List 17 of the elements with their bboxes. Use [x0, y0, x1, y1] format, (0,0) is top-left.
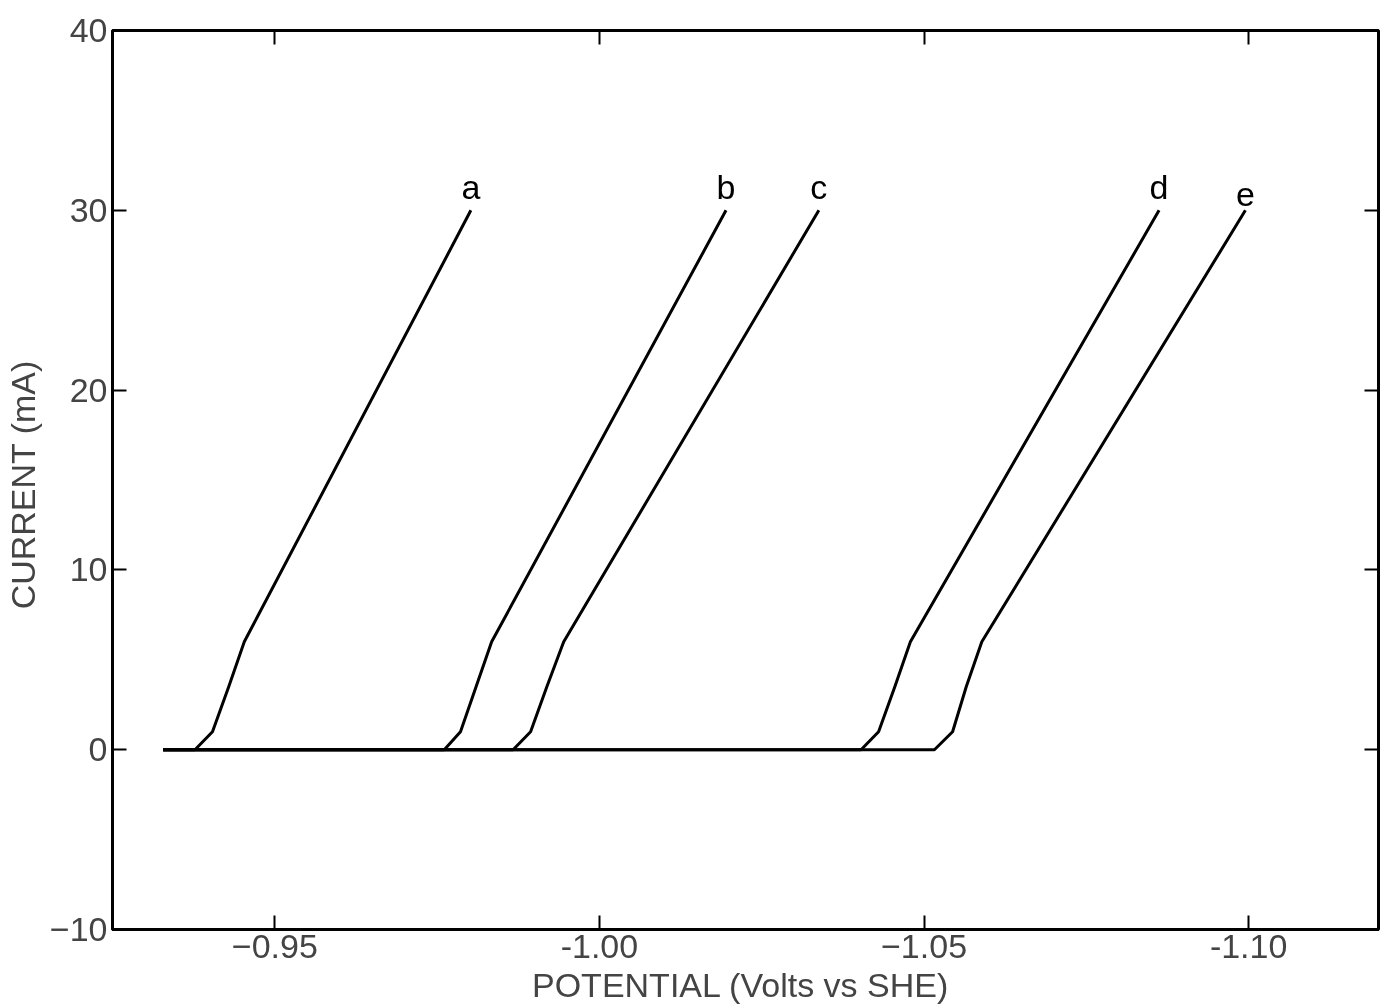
- series-label: c: [810, 168, 828, 207]
- x-axis-title: POTENTIAL (Volts vs SHE): [532, 965, 949, 1004]
- x-tick-label: -1.10: [1209, 926, 1288, 965]
- series-label: b: [716, 168, 736, 207]
- y-tick-label: −10: [49, 910, 108, 948]
- y-tick-label: 10: [69, 550, 108, 589]
- y-tick-label: 40: [69, 11, 108, 49]
- y-tick-label: 0: [88, 730, 108, 769]
- series-label: d: [1149, 168, 1169, 207]
- y-axis-title: CURRENT (mA): [3, 360, 42, 610]
- series-label: e: [1235, 175, 1255, 214]
- y-tick-label: 20: [69, 370, 108, 409]
- y-tick-label: 30: [69, 190, 108, 229]
- x-tick-label: -1.00: [560, 926, 639, 965]
- x-tick-label: −0.95: [231, 926, 318, 965]
- series-label: a: [461, 168, 481, 207]
- x-tick-label: −1.05: [881, 926, 968, 965]
